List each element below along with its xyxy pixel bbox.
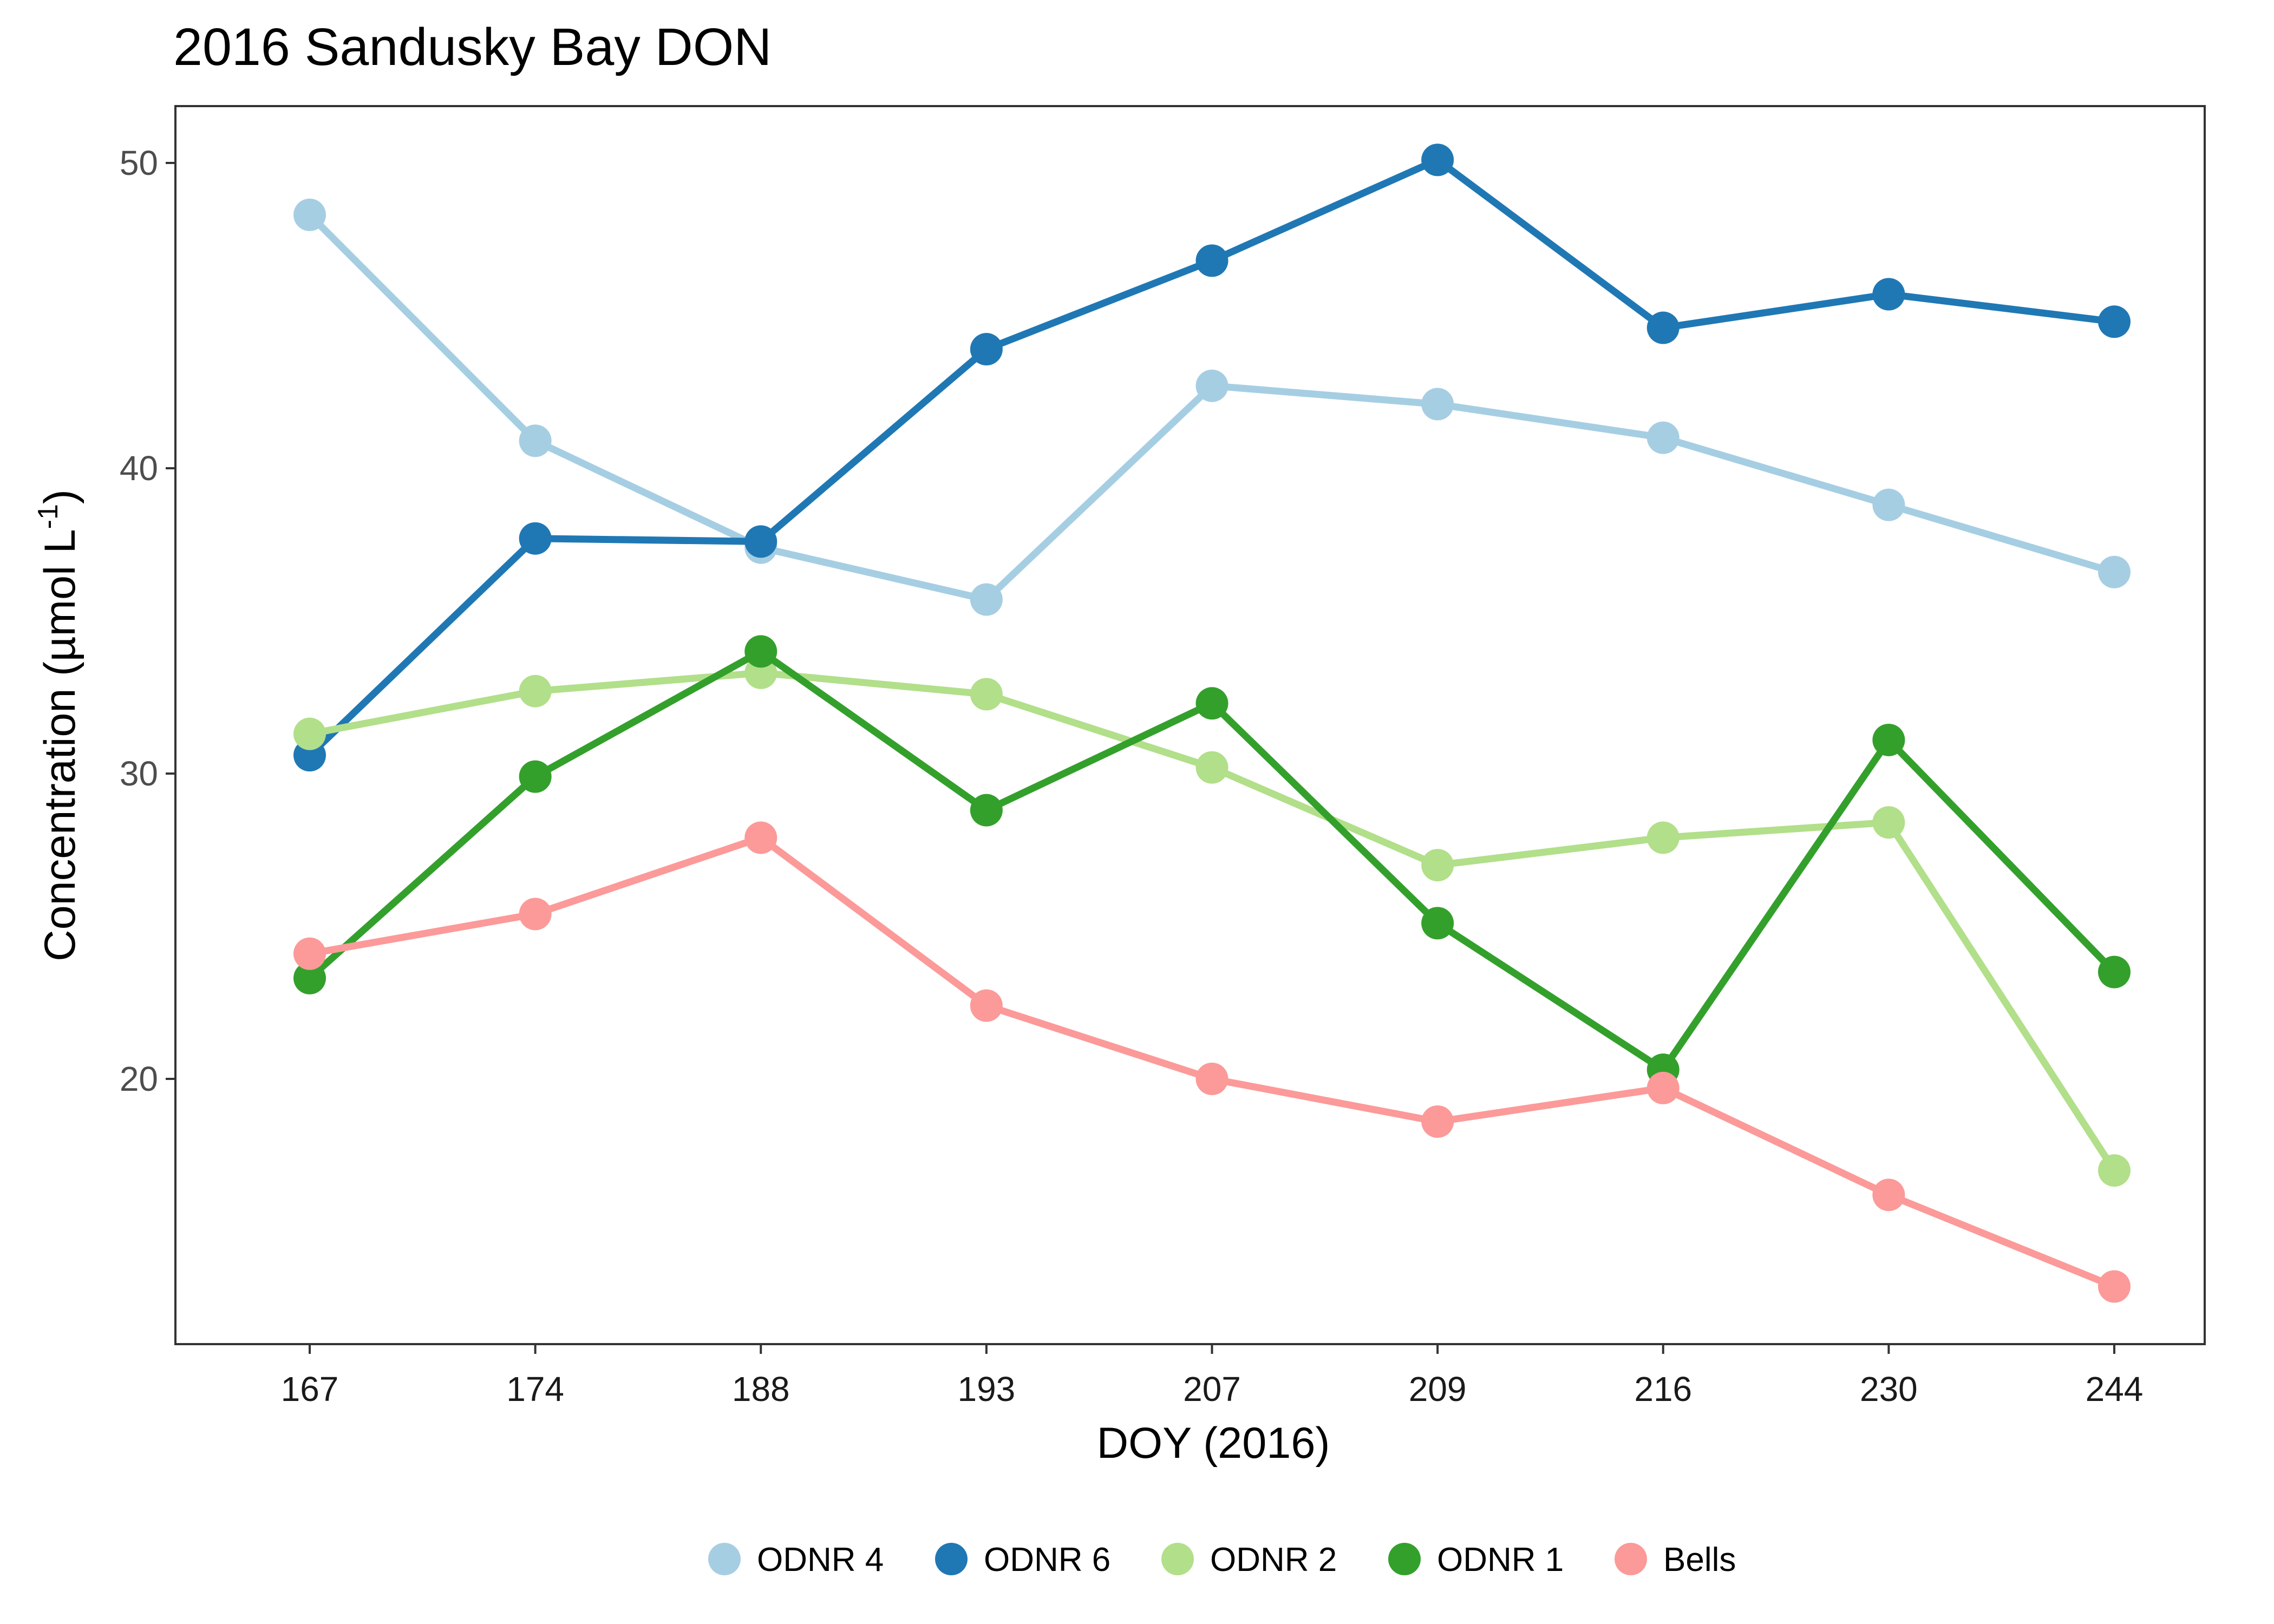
y-tick-label: 30 — [120, 754, 158, 793]
legend-label-bells: Bells — [1663, 1541, 1736, 1579]
data-point-odnr-6 — [519, 522, 552, 555]
data-point-odnr-6 — [2098, 305, 2131, 338]
data-point-odnr-2 — [1195, 751, 1229, 784]
data-point-odnr-1 — [293, 961, 326, 994]
x-axis-title: DOY (2016) — [1097, 1419, 1330, 1468]
data-point-odnr-4 — [1872, 488, 1905, 521]
data-point-odnr-6 — [1195, 244, 1229, 277]
chart-title: 2016 Sandusky Bay DON — [173, 17, 772, 76]
legend-label-odnr-2: ODNR 2 — [1210, 1541, 1337, 1579]
x-tick-label: 174 — [506, 1370, 564, 1409]
x-tick-label: 193 — [957, 1370, 1015, 1409]
y-axis-title-main: Concentration (µmol L — [36, 529, 84, 961]
data-point-odnr-2 — [293, 717, 326, 750]
data-point-odnr-1 — [2098, 955, 2131, 988]
data-point-odnr-4 — [2098, 555, 2131, 588]
data-point-odnr-1 — [1195, 687, 1229, 720]
legend-key-odnr-1 — [1388, 1543, 1421, 1575]
data-point-bells — [1421, 1105, 1454, 1138]
series-odnr-1 — [293, 635, 2131, 1086]
data-point-odnr-2 — [970, 678, 1003, 711]
series-odnr-6 — [293, 143, 2131, 772]
data-point-odnr-6 — [1646, 311, 1680, 344]
data-point-bells — [519, 898, 552, 931]
legend-key-odnr-6 — [935, 1543, 968, 1575]
data-point-bells — [1646, 1071, 1680, 1104]
data-point-bells — [1195, 1063, 1229, 1095]
data-point-odnr-2 — [2098, 1154, 2131, 1187]
legend-key-odnr-2 — [1161, 1543, 1194, 1575]
data-point-odnr-4 — [970, 583, 1003, 616]
series-layer — [293, 143, 2131, 1303]
data-point-odnr-4 — [1195, 369, 1229, 402]
legend-item-bells: Bells — [1615, 1541, 1736, 1579]
legend: ODNR 4 ODNR 6 ODNR 2 ODNR 1 Bells — [708, 1541, 1736, 1579]
x-tick-label: 188 — [732, 1370, 790, 1409]
x-tick-label: 207 — [1183, 1370, 1241, 1409]
data-point-odnr-4 — [1646, 421, 1680, 454]
legend-item-odnr-6: ODNR 6 — [935, 1541, 1110, 1579]
x-axis: 167 174 188 193 207 209 216 230 244 — [281, 1344, 2144, 1409]
y-axis: 20 30 40 50 — [120, 143, 175, 1098]
data-point-bells — [970, 989, 1003, 1022]
data-point-bells — [2098, 1270, 2131, 1303]
x-tick-label: 230 — [1860, 1370, 1918, 1409]
x-tick-label: 167 — [281, 1370, 339, 1409]
x-tick-label: 209 — [1409, 1370, 1467, 1409]
legend-item-odnr-4: ODNR 4 — [708, 1541, 884, 1579]
legend-item-odnr-1: ODNR 1 — [1388, 1541, 1564, 1579]
data-point-odnr-1 — [519, 760, 552, 793]
data-point-odnr-1 — [744, 635, 777, 668]
x-tick-label: 216 — [1634, 1370, 1692, 1409]
data-point-odnr-2 — [519, 675, 552, 708]
series-odnr-2 — [293, 656, 2131, 1187]
data-point-bells — [744, 821, 777, 854]
data-point-bells — [293, 937, 326, 970]
y-axis-title-close: ) — [36, 489, 84, 504]
data-point-odnr-6 — [744, 525, 777, 558]
y-tick-label: 40 — [120, 449, 158, 488]
data-point-odnr-6 — [1872, 278, 1905, 311]
legend-label-odnr-6: ODNR 6 — [984, 1541, 1110, 1579]
data-point-odnr-6 — [1421, 143, 1454, 176]
legend-label-odnr-1: ODNR 1 — [1437, 1541, 1564, 1579]
data-point-odnr-1 — [1872, 723, 1905, 756]
data-point-odnr-1 — [1421, 907, 1454, 940]
y-axis-title-superscript: -1 — [32, 504, 64, 529]
data-point-odnr-2 — [1646, 821, 1680, 854]
data-point-odnr-2 — [1872, 806, 1905, 839]
data-point-odnr-4 — [1421, 388, 1454, 421]
data-point-odnr-1 — [970, 794, 1003, 827]
y-tick-label: 20 — [120, 1059, 158, 1098]
data-point-odnr-6 — [970, 333, 1003, 366]
data-point-odnr-2 — [1421, 849, 1454, 882]
legend-key-odnr-4 — [708, 1543, 741, 1575]
data-point-bells — [1872, 1178, 1905, 1212]
x-tick-label: 244 — [2086, 1370, 2144, 1409]
data-point-odnr-4 — [519, 424, 552, 457]
legend-label-odnr-4: ODNR 4 — [757, 1541, 884, 1579]
y-axis-title: Concentration (µmol L-1) — [32, 489, 84, 961]
data-point-odnr-4 — [293, 198, 326, 231]
series-bells — [293, 821, 2131, 1303]
y-tick-label: 50 — [120, 143, 158, 182]
plot-panel — [174, 105, 2206, 1345]
legend-key-bells — [1615, 1543, 1647, 1575]
legend-item-odnr-2: ODNR 2 — [1161, 1541, 1337, 1579]
